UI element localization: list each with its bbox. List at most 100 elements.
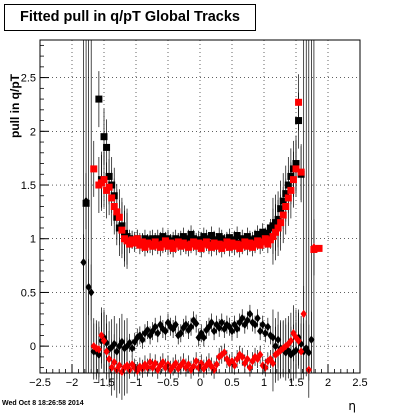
- black-square-marker: [282, 190, 290, 198]
- x-tick-label: −2.5: [29, 377, 51, 389]
- red-square-marker: [225, 243, 233, 251]
- x-tick-label: −0.5: [157, 377, 179, 389]
- red-diamond-marker: [100, 336, 108, 345]
- black-diamond-marker: [144, 325, 151, 335]
- red-square-marker: [233, 240, 241, 248]
- y-tick-label: 2.5: [21, 73, 36, 85]
- black-diamond-marker: [193, 319, 200, 328]
- black-square-marker: [284, 181, 292, 189]
- black-diamond-marker: [203, 325, 210, 335]
- plot-frame-rect: [39, 39, 361, 374]
- red-diamond-marker: [95, 345, 103, 354]
- y-axis-label: pull in q/pT: [8, 73, 22, 138]
- red-diamond-marker: [185, 360, 192, 369]
- red-diamond-marker: [98, 331, 105, 340]
- black-diamond-marker: [287, 350, 295, 359]
- red-diamond-marker: [269, 359, 277, 368]
- black-diamond-marker: [177, 329, 184, 338]
- red-square-marker: [269, 233, 277, 241]
- black-square-marker: [259, 228, 267, 236]
- black-diamond-marker: [210, 326, 218, 336]
- red-diamond-marker: [116, 361, 123, 370]
- black-diamond-marker: [111, 339, 118, 349]
- black-diamond-marker: [185, 325, 192, 335]
- black-diamond-marker: [162, 326, 169, 336]
- red-square-marker: [131, 239, 139, 247]
- red-diamond-marker: [292, 333, 300, 342]
- red-diamond-marker: [249, 356, 256, 366]
- black-square-marker: [100, 133, 108, 141]
- x-tick-label: 2.5: [352, 377, 367, 389]
- y-tick-label: 1.5: [21, 180, 36, 192]
- black-square-marker: [225, 234, 233, 242]
- red-diamond-marker: [172, 359, 179, 368]
- red-square-marker: [118, 226, 126, 234]
- black-diamond-marker: [85, 282, 92, 292]
- red-diamond-marker: [285, 339, 292, 349]
- red-square-marker: [264, 240, 272, 248]
- x-tick-label: 1: [261, 377, 267, 389]
- black-diamond-marker: [169, 324, 177, 334]
- red-diamond-marker: [169, 362, 177, 371]
- red-diamond-marker: [231, 361, 238, 370]
- x-tick-label: 1.5: [288, 377, 303, 389]
- black-diamond-marker: [269, 333, 277, 342]
- x-tick-label: −2: [66, 377, 79, 389]
- red-diamond-marker: [244, 354, 251, 364]
- black-diamond-marker: [259, 320, 266, 329]
- x-tick-label: −1.5: [93, 377, 115, 389]
- black-diamond-marker: [254, 314, 261, 323]
- black-diamond-marker: [257, 326, 264, 336]
- black-square-marker: [279, 197, 287, 205]
- red-diamond-marker: [221, 348, 228, 357]
- red-diamond-marker: [136, 362, 143, 371]
- y-tick-label: 1: [30, 234, 36, 246]
- black-diamond-marker: [123, 341, 131, 351]
- red-diamond-marker: [108, 363, 115, 372]
- y-tick-label: 0.5: [21, 287, 36, 299]
- black-diamond-marker: [172, 320, 179, 329]
- black-square-marker: [208, 232, 216, 240]
- red-square-marker: [277, 219, 285, 227]
- black-diamond-marker: [264, 322, 271, 332]
- chart-title: Fitted pull in q/pT Global Tracks: [20, 9, 240, 25]
- black-square-marker: [82, 199, 90, 207]
- black-square-marker: [95, 95, 103, 103]
- red-diamond-marker: [152, 359, 159, 368]
- red-square-marker: [133, 235, 141, 243]
- black-square-marker: [187, 230, 195, 238]
- red-diamond-marker: [93, 344, 100, 353]
- x-tick-label: 0.5: [224, 377, 239, 389]
- black-diamond-marker: [152, 322, 159, 332]
- black-diamond-marker: [244, 316, 251, 325]
- black-diamond-marker: [126, 338, 133, 348]
- black-diamond-marker: [236, 318, 243, 327]
- red-square-marker: [167, 239, 175, 247]
- black-diamond-marker: [80, 258, 87, 267]
- red-square-marker: [197, 244, 205, 252]
- red-diamond-marker: [295, 336, 302, 345]
- red-diamond-marker: [210, 365, 218, 374]
- red-square-marker: [126, 240, 134, 248]
- red-square-marker: [315, 244, 323, 252]
- red-square-marker: [108, 194, 116, 202]
- red-square-marker: [254, 237, 262, 245]
- red-square-marker: [246, 239, 254, 247]
- black-square-marker: [184, 235, 192, 243]
- black-diamond-marker: [251, 320, 259, 329]
- black-square-marker: [218, 235, 226, 243]
- black-diamond-marker: [239, 314, 246, 323]
- black-square-marker: [159, 233, 167, 241]
- black-diamond-marker: [246, 309, 254, 319]
- red-diamond-marker: [300, 309, 307, 319]
- x-tick-label: 2: [325, 377, 331, 389]
- y-tick-label: 2: [30, 126, 36, 138]
- black-diamond-marker: [274, 335, 282, 344]
- red-diamond-marker: [111, 358, 118, 367]
- red-square-marker: [190, 238, 198, 246]
- red-square-marker: [282, 203, 290, 210]
- plot-frame: [39, 39, 361, 374]
- black-diamond-marker: [88, 288, 95, 297]
- red-square-marker: [141, 243, 149, 251]
- black-square-marker: [103, 143, 111, 151]
